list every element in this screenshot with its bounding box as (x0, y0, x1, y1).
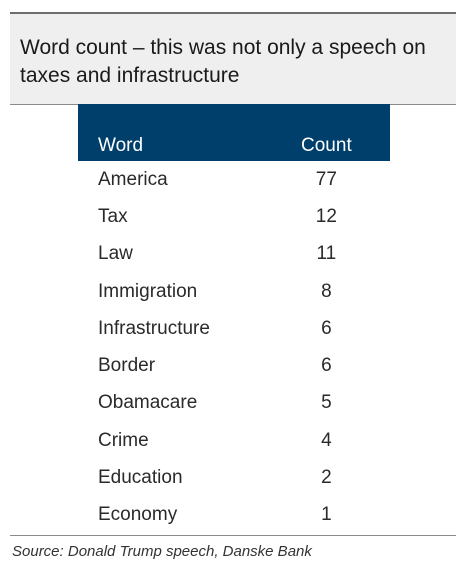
cell-count: 77 (315, 168, 337, 190)
cell-word: Tax (98, 205, 128, 227)
cell-count: 8 (321, 280, 332, 302)
cell-count: 6 (321, 317, 332, 339)
cell-word: Obamacare (98, 392, 198, 414)
table-row: Education 2 (78, 459, 390, 496)
cell-count: 1 (321, 504, 332, 526)
table-body: America 77 Tax 12 Law 11 Immigration 8 Infrastru… (78, 161, 390, 534)
word-count-table-wrap: Word Count America 77 Tax 12 Law 11 Immigratio… (78, 104, 390, 534)
cell-count: 11 (316, 243, 337, 265)
cell-word: Law (98, 243, 133, 265)
title-box: Word count – this was not only a speech … (10, 14, 456, 105)
column-header-count: Count (272, 104, 390, 161)
table-row: Border 6 (78, 347, 390, 384)
cell-count: 6 (321, 355, 332, 377)
table-row: Immigration 8 (78, 273, 390, 310)
figure-title: Word count – this was not only a speech … (20, 36, 426, 87)
cell-word: Education (98, 467, 183, 489)
cell-count: 5 (321, 392, 332, 414)
table-row: Law 11 (78, 236, 390, 273)
cell-word: Border (98, 355, 156, 377)
bottom-rule (10, 535, 456, 536)
column-header-word: Word (78, 104, 273, 161)
cell-count: 4 (321, 429, 332, 451)
table-header-row: Word Count (78, 104, 390, 161)
cell-word: America (98, 168, 168, 190)
table-row: America 77 (78, 161, 390, 198)
cell-count: 2 (321, 467, 332, 489)
cell-word: Immigration (98, 280, 198, 302)
cell-word: Economy (98, 504, 178, 526)
table-row: Obamacare 5 (78, 385, 390, 422)
top-rule (10, 12, 456, 14)
cell-count: 12 (315, 205, 337, 227)
table-row: Economy 1 (78, 497, 390, 534)
table-row: Crime 4 (78, 422, 390, 459)
table-row: Tax 12 (78, 198, 390, 235)
word-count-table: Word Count America 77 Tax 12 Law 11 Immigratio… (78, 104, 390, 534)
cell-word: Infrastructure (98, 317, 210, 339)
cell-word: Crime (98, 429, 149, 451)
table-row: Infrastructure 6 (78, 310, 390, 347)
source-note: Source: Donald Trump speech, Danske Bank (12, 543, 312, 560)
